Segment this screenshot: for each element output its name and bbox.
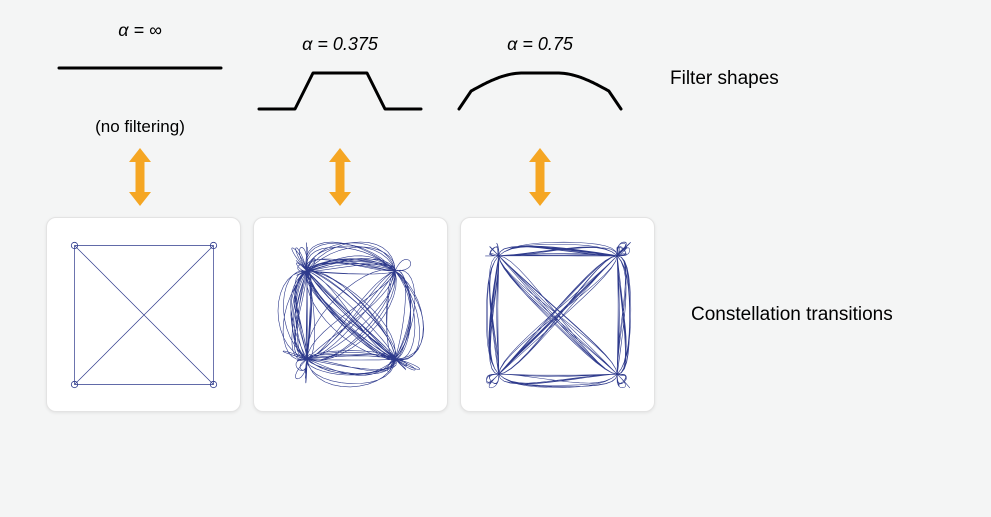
double-arrow-icon: [129, 148, 151, 206]
alpha-label: α = 0.75: [507, 34, 573, 55]
filter-column: α = 0.375: [240, 34, 440, 123]
filter-column: α = ∞ (no filtering): [40, 20, 240, 137]
arrow-cell: [40, 137, 240, 217]
constellation-card: [253, 217, 448, 412]
filter-sublabel: (no filtering): [95, 117, 185, 137]
constellation-plot: [473, 230, 643, 400]
arrow-cell: [440, 137, 640, 217]
constellations-label: Constellation transitions: [691, 304, 893, 326]
filter-shape: [255, 61, 425, 123]
double-arrow-icon: [329, 148, 351, 206]
filter-column: α = 0.75: [440, 34, 640, 123]
arrow-cell: [240, 137, 440, 217]
arrows-row: [40, 137, 951, 217]
filter-shapes-row: α = ∞ (no filtering) α = 0.375 α = 0.75 F…: [40, 20, 951, 137]
filter-shape: [55, 47, 225, 109]
alpha-label: α = ∞: [118, 20, 162, 41]
constellation-card: [460, 217, 655, 412]
double-arrow-icon: [529, 148, 551, 206]
constellation-plot: [59, 230, 229, 400]
filter-shape: [455, 61, 625, 123]
filter-shapes-label: Filter shapes: [670, 68, 779, 90]
alpha-label: α = 0.375: [302, 34, 378, 55]
constellation-card: [46, 217, 241, 412]
constellation-plot: [266, 230, 436, 400]
constellations-row: Constellation transitions: [40, 217, 951, 412]
